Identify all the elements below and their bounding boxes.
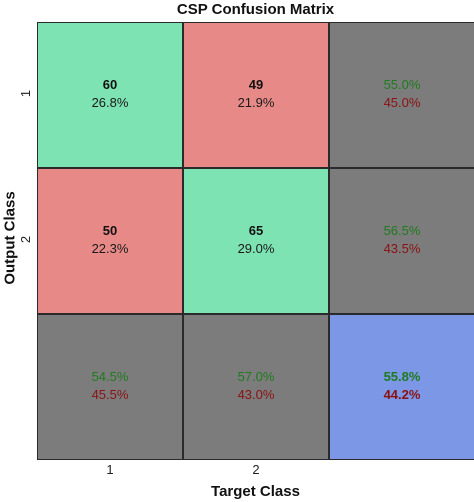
cell-percent: 21.9% <box>237 95 275 110</box>
x-tick-label: 1 <box>106 462 114 477</box>
confusion-matrix: 60 26.8% 49 21.9% 55.0% 45.0% 50 22.3% 65 29.0% 56… <box>37 22 474 460</box>
matrix-cell-2-2: 65 29.0% <box>183 168 329 314</box>
y-tick-label: 2 <box>18 235 34 244</box>
y-tick-label: 1 <box>18 89 34 98</box>
cell-percent: 26.8% <box>91 95 129 110</box>
cell-count: 49 <box>248 77 264 92</box>
col-summary-1: 54.5% 45.5% <box>37 314 183 460</box>
chart-title: CSP Confusion Matrix <box>176 1 335 18</box>
col-summary-incorrect: 45.5% <box>91 387 129 402</box>
row-summary-1: 55.0% 45.0% <box>329 22 474 168</box>
matrix-cell-1-2: 49 21.9% <box>183 22 329 168</box>
row-summary-correct: 56.5% <box>383 223 421 238</box>
cell-percent: 22.3% <box>91 241 129 256</box>
row-summary-incorrect: 45.0% <box>383 95 421 110</box>
overall-summary: 55.8% 44.2% <box>329 314 474 460</box>
cell-count: 65 <box>248 223 264 238</box>
matrix-cell-2-1: 50 22.3% <box>37 168 183 314</box>
x-tick-label: 2 <box>252 462 260 477</box>
col-summary-incorrect: 43.0% <box>237 387 275 402</box>
row-summary-2: 56.5% 43.5% <box>329 168 474 314</box>
row-summary-correct: 55.0% <box>383 77 421 92</box>
matrix-cell-1-1: 60 26.8% <box>37 22 183 168</box>
col-summary-correct: 54.5% <box>91 369 129 384</box>
x-axis-label: Target Class <box>211 483 300 500</box>
cell-count: 60 <box>102 77 118 92</box>
overall-correct: 55.8% <box>383 369 421 384</box>
col-summary-correct: 57.0% <box>237 369 275 384</box>
y-axis-label: Output Class <box>1 191 19 285</box>
cell-count: 50 <box>102 223 118 238</box>
cell-percent: 29.0% <box>237 241 275 256</box>
row-summary-incorrect: 43.5% <box>383 241 421 256</box>
overall-incorrect: 44.2% <box>383 387 421 402</box>
col-summary-2: 57.0% 43.0% <box>183 314 329 460</box>
